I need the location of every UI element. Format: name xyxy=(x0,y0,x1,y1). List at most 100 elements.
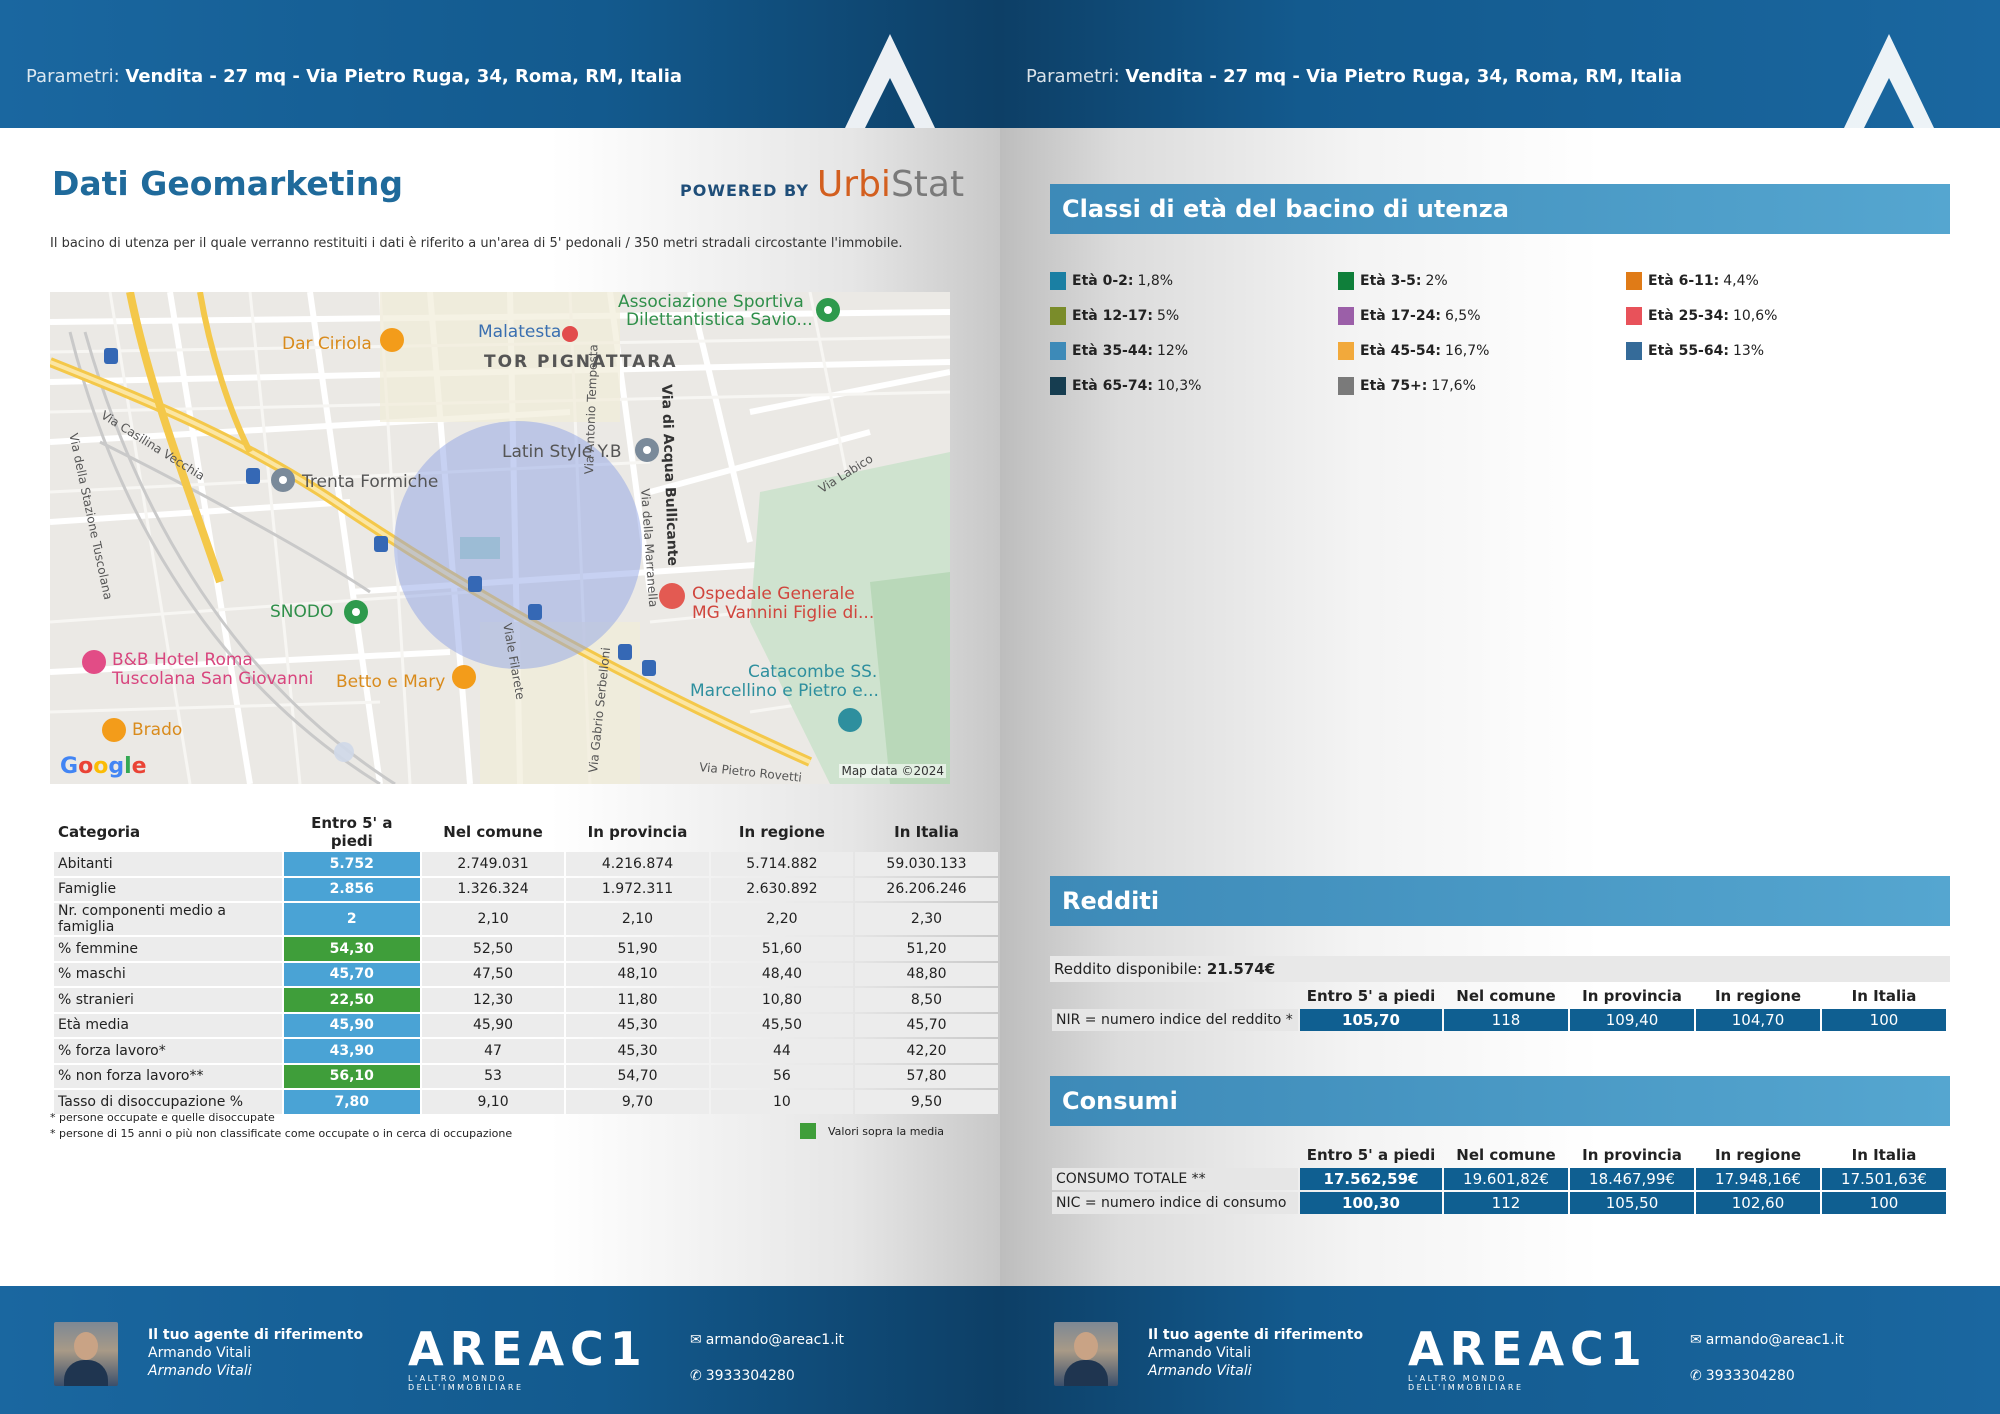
cell-value: 18.467,99€ xyxy=(1570,1168,1694,1190)
table-row: NIR = numero indice del reddito * 105,70 1… xyxy=(1052,1009,1946,1031)
brand-name: AREAC1 xyxy=(408,1322,648,1376)
map-label-dar-ciriola: Dar Ciriola xyxy=(282,334,372,354)
params-label: Parametri: xyxy=(26,66,120,87)
cell-value: 9,10 xyxy=(421,1090,565,1114)
legend-swatch xyxy=(1338,272,1354,290)
legend-swatch xyxy=(1626,272,1642,290)
table-row: % non forza lavoro** 56,10 53 54,70 56 57,80 xyxy=(54,1064,998,1088)
page-footer: Il tuo agente di riferimento Armando Vit… xyxy=(0,1286,1000,1414)
cell-value: 48,40 xyxy=(710,962,854,986)
col-header: Entro 5' a piedi xyxy=(1306,987,1436,1005)
cell-value: 42,20 xyxy=(855,1039,998,1063)
col-header: Nel comune xyxy=(1456,987,1556,1005)
legend-swatch xyxy=(1338,377,1354,395)
age-label: Età 3-5: xyxy=(1360,273,1422,289)
map-label-ospedale-2: MG Vannini Figlie di... xyxy=(692,603,875,623)
section-consumi: Consumi xyxy=(1050,1076,1950,1126)
age-value: 4,4% xyxy=(1723,273,1759,289)
row-label: NIR = numero indice del reddito * xyxy=(1052,1009,1298,1031)
cell-value: 104,70 xyxy=(1696,1009,1820,1031)
cell-value: 109,40 xyxy=(1570,1009,1694,1031)
legend-label: Valori sopra la media xyxy=(828,1124,945,1138)
map[interactable]: Associazione Sportiva Dilettantistica Sa… xyxy=(50,292,950,784)
col-header: In Italia xyxy=(1851,987,1917,1005)
legend-swatch xyxy=(1050,307,1066,325)
legend-swatch xyxy=(1050,272,1066,290)
envelope-icon: ✉ xyxy=(690,1332,702,1348)
areac1-logo: AREAC1 L'ALTRO MONDO DELL'IMMOBILIARE xyxy=(408,1322,648,1392)
col-header: Entro 5' a piedi xyxy=(1306,1146,1436,1164)
legend-swatch xyxy=(1338,307,1354,325)
cell-walk: 7,80 xyxy=(283,1090,420,1114)
urbistat-a: Urbi xyxy=(816,164,891,205)
phone-icon: ✆ xyxy=(690,1368,702,1384)
row-label: CONSUMO TOTALE ** xyxy=(1052,1168,1298,1190)
page-footer: Il tuo agente di riferimento Armando Vit… xyxy=(1000,1286,2000,1414)
cell-value: 57,80 xyxy=(855,1064,998,1088)
envelope-icon: ✉ xyxy=(1690,1332,1702,1348)
params-value: Vendita - 27 mq - Via Pietro Ruga, 34, R… xyxy=(125,66,683,87)
cell-value: 10 xyxy=(710,1090,854,1114)
age-value: 5% xyxy=(1156,308,1180,324)
map-label-ospedale: Ospedale Generale xyxy=(692,584,855,604)
age-label: Età 0-2: xyxy=(1072,273,1134,289)
row-label: % femmine xyxy=(54,937,282,961)
contact-phone[interactable]: ✆ 3933304280 xyxy=(1690,1368,1795,1384)
map-label-tor-pignattara: TOR PIGNATTARA xyxy=(484,352,678,372)
agent-name-italic: Armando Vitali xyxy=(1148,1363,1252,1379)
cell-value: 47 xyxy=(421,1039,565,1063)
table-row: NIC = numero indice di consumo 100,30 112 1… xyxy=(1052,1192,1946,1214)
urbistat-logo: UrbiStat xyxy=(817,164,964,205)
row-label: % forza lavoro* xyxy=(54,1039,282,1063)
cell-value: 9,70 xyxy=(566,1090,709,1114)
age-legend-item: Età 45-54: 16,7% xyxy=(1338,342,1489,360)
col-header: Entro 5' a piedi xyxy=(311,814,393,850)
table-row: % forza lavoro* 43,90 47 45,30 44 42,20 xyxy=(54,1039,998,1063)
agent-info: Il tuo agente di riferimento Armando Vit… xyxy=(1148,1326,1363,1380)
cell-value: 9,50 xyxy=(855,1090,998,1114)
age-legend-item: Età 65-74: 10,3% xyxy=(1050,377,1201,395)
map-label-malatesta: Malatesta xyxy=(478,322,562,342)
cell-walk: 45,90 xyxy=(283,1013,420,1037)
page-header: Parametri: Vendita - 27 mq - Via Pietro … xyxy=(1000,0,2000,128)
cell-value: 1.972.311 xyxy=(566,877,709,901)
table-row: Tasso di disoccupazione % 7,80 9,10 9,70 10 9… xyxy=(54,1090,998,1114)
cell-value: 105,50 xyxy=(1570,1192,1694,1214)
areac1-logo: AREAC1 L'ALTRO MONDO DELL'IMMOBILIARE xyxy=(1408,1326,1642,1392)
age-legend-item: Età 55-64: 13% xyxy=(1626,342,1764,360)
age-legend-item: Età 75+: 17,6% xyxy=(1338,377,1476,395)
table-header-row: Entro 5' a piedi Nel comune In provincia… xyxy=(1052,1144,1946,1166)
age-legend-item: Età 6-11: 4,4% xyxy=(1626,272,1759,290)
agent-name-italic: Armando Vitali xyxy=(148,1363,252,1379)
cell-value: 2,20 xyxy=(710,903,854,935)
age-value: 10,6% xyxy=(1732,308,1778,324)
cell-value: 10,80 xyxy=(710,988,854,1012)
contact-phone[interactable]: ✆ 3933304280 xyxy=(690,1368,795,1384)
page-header: Parametri: Vendita - 27 mq - Via Pietro … xyxy=(0,0,1000,128)
row-label: Famiglie xyxy=(54,877,282,901)
powered-by-label: POWERED BY xyxy=(680,181,809,200)
brand-tagline: L'ALTRO MONDO DELL'IMMOBILIARE xyxy=(1408,1374,1524,1392)
map-label-bb-hotel: B&B Hotel Roma xyxy=(112,650,253,670)
page-title: Dati Geomarketing xyxy=(52,164,403,203)
avatar xyxy=(54,1322,118,1386)
cell-walk: 22,50 xyxy=(283,988,420,1012)
table-row: % stranieri 22,50 12,30 11,80 10,80 8,50 xyxy=(54,988,998,1012)
cell-value: 51,60 xyxy=(710,937,854,961)
cell-value: 17.501,63€ xyxy=(1822,1168,1946,1190)
consumi-table: Entro 5' a piedi Nel comune In provincia… xyxy=(1050,1142,1948,1216)
col-header: In provincia xyxy=(587,823,688,841)
reddito-label: Reddito disponibile: xyxy=(1054,960,1203,978)
cell-value: 54,70 xyxy=(566,1064,709,1088)
agent-name: Armando Vitali xyxy=(1148,1345,1252,1361)
email-text: armando@areac1.it xyxy=(705,1332,845,1348)
cell-walk: 2 xyxy=(283,903,420,935)
cell-walk: 56,10 xyxy=(283,1064,420,1088)
cell-value: 52,50 xyxy=(421,937,565,961)
legend-swatch xyxy=(1050,377,1066,395)
contact-email[interactable]: ✉ armando@areac1.it xyxy=(1690,1332,1844,1348)
map-label-bb-hotel-2: Tuscolana San Giovanni xyxy=(112,669,314,689)
contact-email[interactable]: ✉ armando@areac1.it xyxy=(690,1332,844,1348)
age-legend-item: Età 12-17: 5% xyxy=(1050,307,1179,325)
header-params: Parametri: Vendita - 27 mq - Via Pietro … xyxy=(26,66,682,87)
